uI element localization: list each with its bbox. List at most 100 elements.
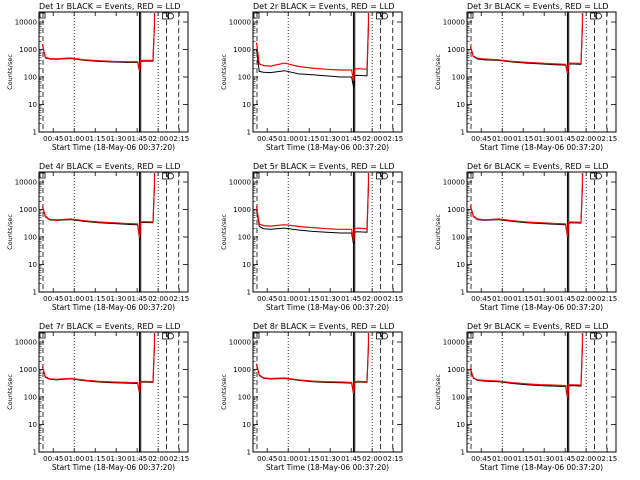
y-tick-label: 1 bbox=[247, 449, 251, 457]
y-tick-label: 10000 bbox=[15, 19, 37, 27]
x-tick-label: 00:45 bbox=[257, 295, 277, 303]
left-square-marker bbox=[253, 172, 260, 179]
circle-marker bbox=[381, 172, 388, 180]
plot-frame bbox=[466, 11, 617, 133]
y-axis-label: Counts/sec bbox=[220, 214, 228, 250]
panel-title: Det 6r BLACK = Events, RED = LLD bbox=[467, 162, 609, 171]
series-lld-line bbox=[41, 344, 155, 394]
x-axis-label: Start Time (18-May-06 00:37:20) bbox=[52, 463, 175, 472]
y-tick-label: 1 bbox=[461, 129, 465, 137]
x-tick-label: 02:15 bbox=[383, 135, 403, 143]
panel-title: Det 5r BLACK = Events, RED = LLD bbox=[253, 162, 395, 171]
x-tick-label: 01:00 bbox=[278, 455, 298, 463]
circle-marker bbox=[381, 12, 388, 20]
y-axis-label: Counts/sec bbox=[6, 54, 14, 90]
y-axis-label: Counts/sec bbox=[434, 374, 442, 410]
y-tick-label: 10000 bbox=[229, 339, 251, 347]
saa-square-marker bbox=[590, 12, 598, 20]
y-tick-label: 10 bbox=[28, 101, 37, 109]
x-tick-label: 02:00 bbox=[148, 295, 168, 303]
x-tick-label: 01:15 bbox=[513, 295, 533, 303]
y-tick-label: 100 bbox=[24, 394, 37, 402]
panel-title: Det 8r BLACK = Events, RED = LLD bbox=[253, 322, 395, 331]
plot-frame bbox=[38, 331, 189, 453]
series-lld-line bbox=[469, 184, 583, 238]
series-lld-line bbox=[255, 24, 369, 82]
panel-title: Det 2r BLACK = Events, RED = LLD bbox=[253, 2, 395, 11]
y-tick-label: 1000 bbox=[233, 206, 251, 214]
circle-marker bbox=[167, 12, 174, 20]
series-lld-line bbox=[255, 344, 369, 395]
series-events-line bbox=[256, 348, 369, 395]
x-axis-label: Start Time (18-May-06 00:37:20) bbox=[480, 463, 603, 472]
x-tick-label: 02:15 bbox=[383, 455, 403, 463]
left-square-marker bbox=[39, 172, 46, 179]
series-events-line bbox=[42, 348, 155, 394]
x-tick-label: 02:00 bbox=[576, 295, 596, 303]
y-tick-label: 10 bbox=[242, 261, 251, 269]
y-tick-label: 10 bbox=[28, 261, 37, 269]
y-tick-label: 10 bbox=[242, 421, 251, 429]
panel-title: Det 9r BLACK = Events, RED = LLD bbox=[467, 322, 609, 331]
x-tick-label: 00:45 bbox=[471, 295, 491, 303]
x-axis-label: Start Time (18-May-06 00:37:20) bbox=[266, 303, 389, 312]
panel-title: Det 4r BLACK = Events, RED = LLD bbox=[39, 162, 181, 171]
x-tick-label: 01:00 bbox=[492, 455, 512, 463]
series-events-line bbox=[42, 26, 155, 73]
x-tick-label: 00:45 bbox=[43, 455, 63, 463]
y-tick-label: 10000 bbox=[443, 179, 465, 187]
x-tick-label: 01:30 bbox=[534, 295, 554, 303]
x-tick-label: 01:00 bbox=[278, 295, 298, 303]
x-tick-label: 01:00 bbox=[64, 295, 84, 303]
x-tick-label: 02:15 bbox=[597, 135, 617, 143]
x-tick-label: 00:45 bbox=[257, 135, 277, 143]
y-axis-label: Counts/sec bbox=[6, 374, 14, 410]
y-tick-label: 10000 bbox=[15, 179, 37, 187]
x-tick-label: 01:45 bbox=[555, 455, 575, 463]
series-lld-line bbox=[255, 184, 369, 242]
x-axis-label: Start Time (18-May-06 00:37:20) bbox=[480, 303, 603, 312]
y-tick-label: 10 bbox=[456, 421, 465, 429]
saa-square-marker bbox=[162, 12, 170, 20]
y-tick-label: 1 bbox=[247, 129, 251, 137]
y-tick-label: 10 bbox=[456, 261, 465, 269]
plot-frame bbox=[466, 331, 617, 453]
x-tick-label: 02:15 bbox=[169, 455, 189, 463]
y-tick-label: 1 bbox=[33, 289, 37, 297]
left-square-marker bbox=[253, 332, 260, 339]
series-lld-line bbox=[41, 184, 155, 239]
x-tick-label: 01:15 bbox=[85, 295, 105, 303]
y-tick-label: 100 bbox=[24, 234, 37, 242]
saa-square-marker bbox=[376, 332, 384, 340]
y-tick-label: 100 bbox=[452, 74, 465, 82]
x-tick-label: 02:00 bbox=[148, 455, 168, 463]
x-tick-label: 01:15 bbox=[299, 135, 319, 143]
saa-square-marker bbox=[162, 172, 170, 180]
x-tick-label: 01:30 bbox=[320, 295, 340, 303]
x-axis-label: Start Time (18-May-06 00:37:20) bbox=[480, 143, 603, 152]
x-tick-label: 02:15 bbox=[169, 135, 189, 143]
left-square-marker bbox=[467, 12, 474, 19]
y-tick-label: 10 bbox=[28, 421, 37, 429]
y-tick-label: 10 bbox=[242, 101, 251, 109]
circle-marker bbox=[167, 172, 174, 180]
x-tick-label: 01:00 bbox=[492, 295, 512, 303]
x-tick-label: 02:15 bbox=[383, 295, 403, 303]
plot-frame bbox=[252, 171, 403, 293]
x-tick-label: 01:00 bbox=[278, 135, 298, 143]
plot-frame bbox=[466, 171, 617, 293]
x-tick-label: 01:00 bbox=[492, 135, 512, 143]
saa-square-marker bbox=[590, 172, 598, 180]
y-tick-label: 1 bbox=[461, 449, 465, 457]
y-tick-label: 1000 bbox=[447, 366, 465, 374]
circle-marker bbox=[595, 172, 602, 180]
saa-square-marker bbox=[376, 172, 384, 180]
y-tick-label: 10000 bbox=[229, 19, 251, 27]
left-square-marker bbox=[39, 332, 46, 339]
x-tick-label: 02:00 bbox=[576, 135, 596, 143]
left-square-marker bbox=[467, 172, 474, 179]
x-tick-label: 01:45 bbox=[127, 455, 147, 463]
